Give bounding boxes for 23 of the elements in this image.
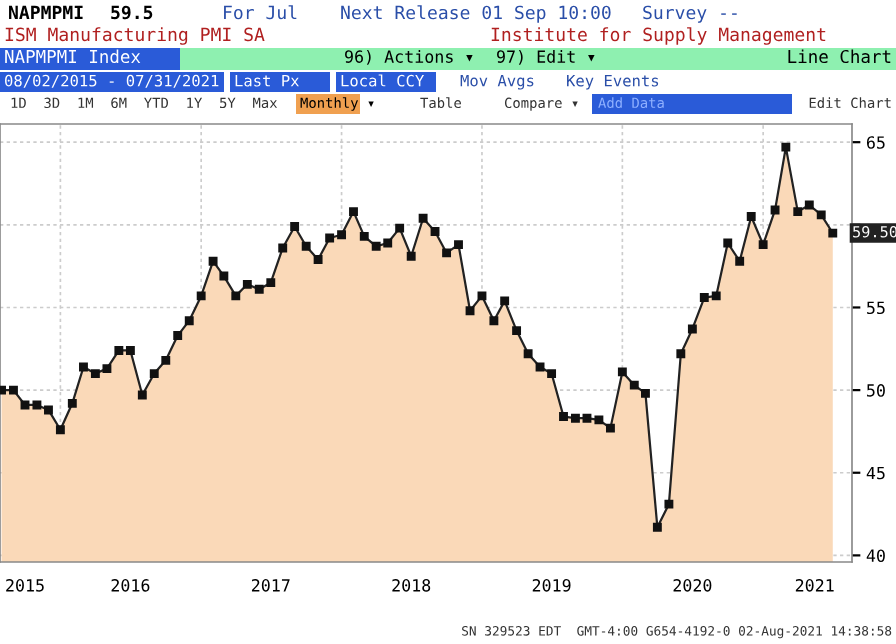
text: Next Release 01 Sep 10:00: [341, 5, 611, 23]
chart-title: ISM Manufacturing PMI SA: [5, 27, 265, 45]
text: 59.5: [111, 5, 153, 20]
text: Survey --: [643, 5, 737, 23]
x-tick-label: 2021: [795, 579, 834, 592]
y-tick-label: 55: [867, 301, 885, 315]
x-tick-label: 2018: [392, 579, 431, 592]
text: 97) Edit ▾: [497, 49, 595, 65]
y-tick-label: 50: [867, 384, 885, 397]
text: NAPMPMI Index: [5, 49, 141, 64]
x-tick-label: 2019: [532, 579, 571, 592]
x-tick-label: 2016: [111, 579, 150, 592]
text: Line Chart: [788, 49, 891, 64]
y-tick-label: 40: [866, 549, 885, 562]
x-tick-label: 2020: [673, 579, 712, 592]
text: For Jul: [224, 5, 297, 20]
text: 96) Actions ▾: [345, 49, 473, 65]
y-tick-label: 65: [866, 136, 885, 149]
text: NAPMPMI: [9, 5, 83, 19]
x-tick-label: 2015: [6, 579, 44, 592]
y-tick-label: 45: [866, 466, 885, 480]
x-tick-label: 2017: [251, 579, 290, 592]
chart-subtitle: Institute for Supply Management: [491, 27, 826, 45]
